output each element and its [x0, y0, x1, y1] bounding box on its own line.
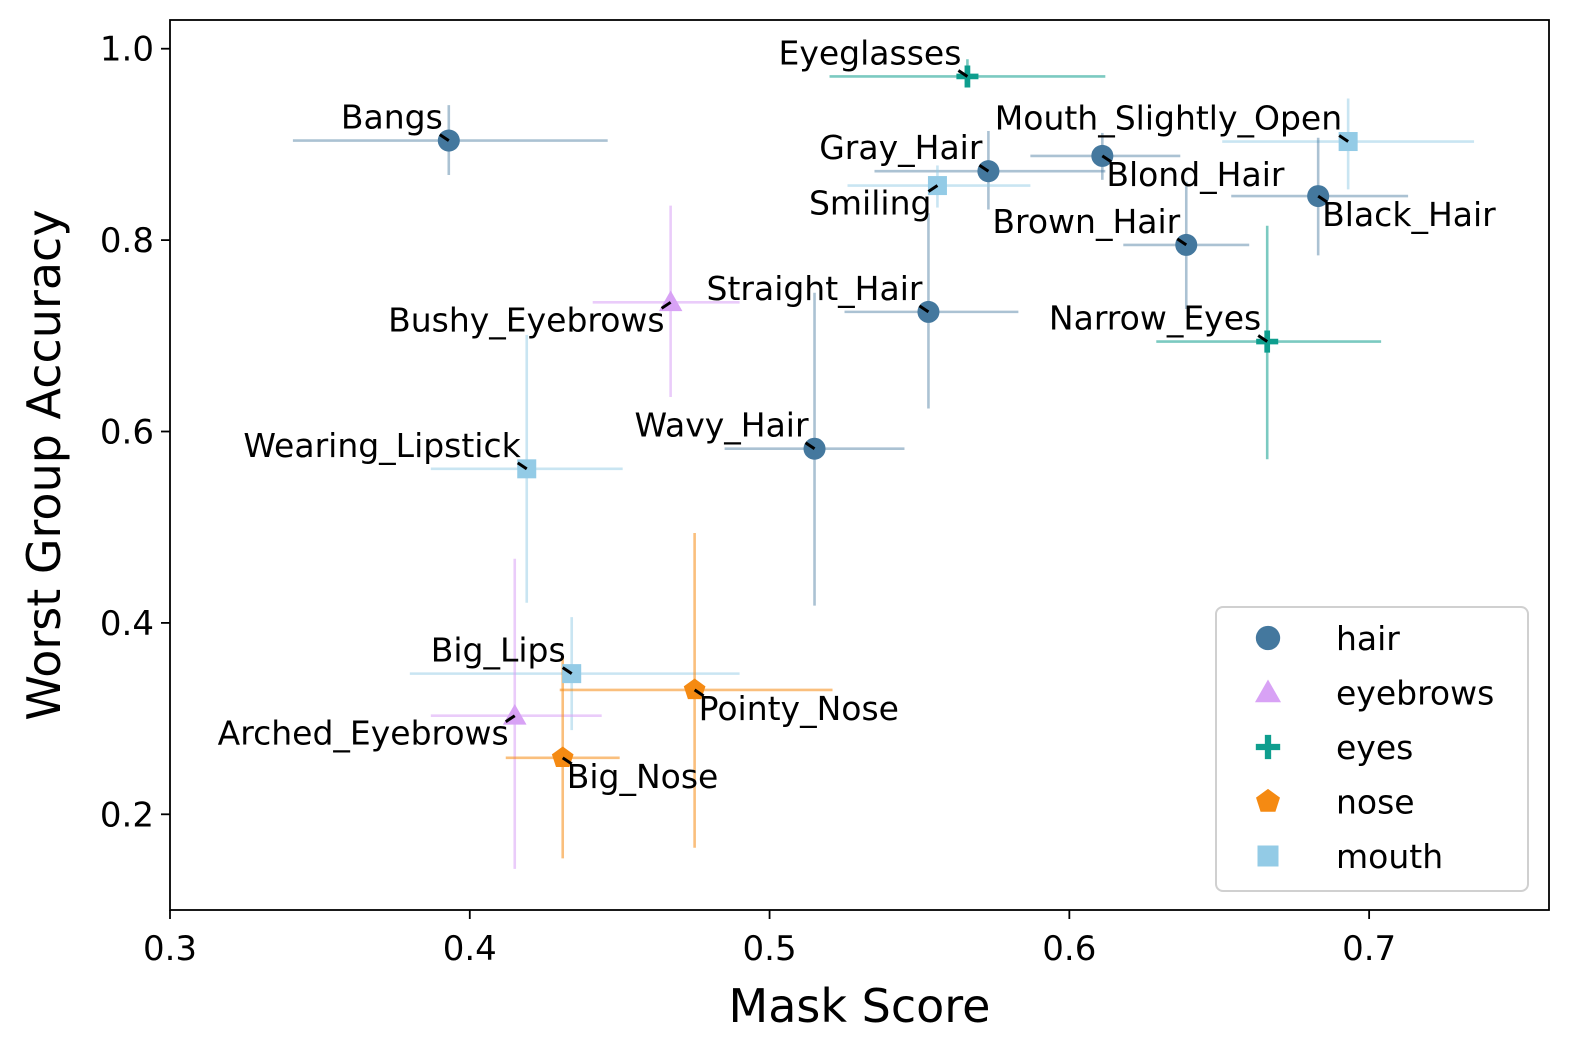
point-label-mouth-slightly-open: Mouth_Slightly_Open — [995, 99, 1342, 138]
y-tick-label: 0.8 — [100, 221, 154, 261]
point-label-bangs: Bangs — [341, 98, 443, 137]
y-tick-label: 0.4 — [100, 604, 154, 644]
point-label-smiling: Smiling — [809, 184, 931, 223]
y-tick-label: 1.0 — [100, 30, 154, 70]
leader-line-pointy-nose — [693, 688, 705, 698]
legend-label-mouth: mouth — [1336, 837, 1443, 876]
legend-label-nose: nose — [1336, 783, 1415, 822]
leader-line-wearing-lipstick — [516, 461, 528, 471]
legend-box — [1215, 606, 1529, 892]
legend-marker-nose — [1256, 788, 1280, 812]
x-axis-title: Mask Score — [729, 979, 991, 1033]
legend-label-hair: hair — [1336, 619, 1400, 658]
leader-line-big-lips — [561, 666, 573, 675]
point-label-straight-hair: Straight_Hair — [707, 269, 923, 308]
point-label-wearing-lipstick: Wearing_Lipstick — [243, 426, 521, 465]
legend-label-eyes: eyes — [1336, 728, 1413, 767]
point-label-black-hair: Black_Hair — [1322, 195, 1496, 234]
legend: hair eyebrows eyes nose mouth — [1215, 606, 1529, 892]
leader-line-blond-hair — [1101, 154, 1113, 164]
x-tick-label: 0.5 — [743, 929, 797, 969]
leader-line-eyeglasses — [957, 69, 969, 78]
plot-frame — [169, 19, 1550, 911]
point-wavy-hair — [803, 437, 826, 460]
point-label-big-lips: Big_Lips — [431, 631, 566, 670]
leader-line-gray-hair — [978, 163, 990, 173]
plot-area: Bangs Eyeglasses Mouth_Slightly_Open Gray_H… — [218, 33, 1496, 869]
x-tick-label: 0.6 — [1042, 929, 1096, 969]
leader-line-straight-hair — [918, 304, 930, 314]
y-tick-label: 0.6 — [100, 413, 154, 453]
axes: 0.3 0.4 0.5 0.6 0.7 0.2 0.4 0.6 0.8 1.0 — [100, 19, 1550, 969]
y-axis-title: Worst Group Accuracy — [17, 209, 71, 720]
leader-line-bangs — [438, 133, 450, 142]
legend-label-eyebrows: eyebrows — [1336, 674, 1494, 713]
leader-line-smiling — [927, 184, 939, 193]
leader-line-big-nose — [561, 756, 573, 766]
leader-line-arched-eyebrows — [504, 714, 516, 723]
x-tick-label: 0.4 — [443, 929, 497, 969]
point-label-narrow-eyes: Narrow_Eyes — [1049, 299, 1261, 338]
point-label-arched-eyebrows: Arched_Eyebrows — [218, 714, 509, 753]
leader-line-narrow-eyes — [1257, 334, 1269, 343]
point-label-wavy-hair: Wavy_Hair — [634, 406, 809, 445]
point-label-big-nose: Big_Nose — [567, 757, 719, 796]
legend-marker-eyebrows — [1254, 679, 1282, 703]
point-label-eyeglasses: Eyeglasses — [779, 33, 962, 72]
leader-line-mouth-slightly-open — [1338, 134, 1349, 143]
leader-line-bushy-eyebrows — [660, 301, 672, 310]
legend-marker-eyes — [1255, 734, 1281, 760]
point-label-bushy-eyebrows: Bushy_Eyebrows — [388, 300, 665, 339]
point-bangs — [437, 129, 460, 152]
x-tick-label: 0.7 — [1342, 929, 1396, 969]
legend-marker-hair — [1255, 625, 1281, 651]
y-tick-label: 0.2 — [100, 795, 154, 835]
leader-line-black-hair — [1317, 194, 1328, 204]
point-label-brown-hair: Brown_Hair — [992, 202, 1180, 241]
point-label-gray-hair: Gray_Hair — [819, 128, 983, 167]
leader-line-wavy-hair — [804, 441, 816, 450]
x-tick-label: 0.3 — [143, 929, 197, 969]
point-label-blond-hair: Blond_Hair — [1106, 155, 1285, 194]
legend-marker-mouth — [1257, 845, 1279, 867]
point-label-pointy-nose: Pointy_Nose — [699, 689, 899, 728]
leader-line-brown-hair — [1176, 237, 1188, 247]
